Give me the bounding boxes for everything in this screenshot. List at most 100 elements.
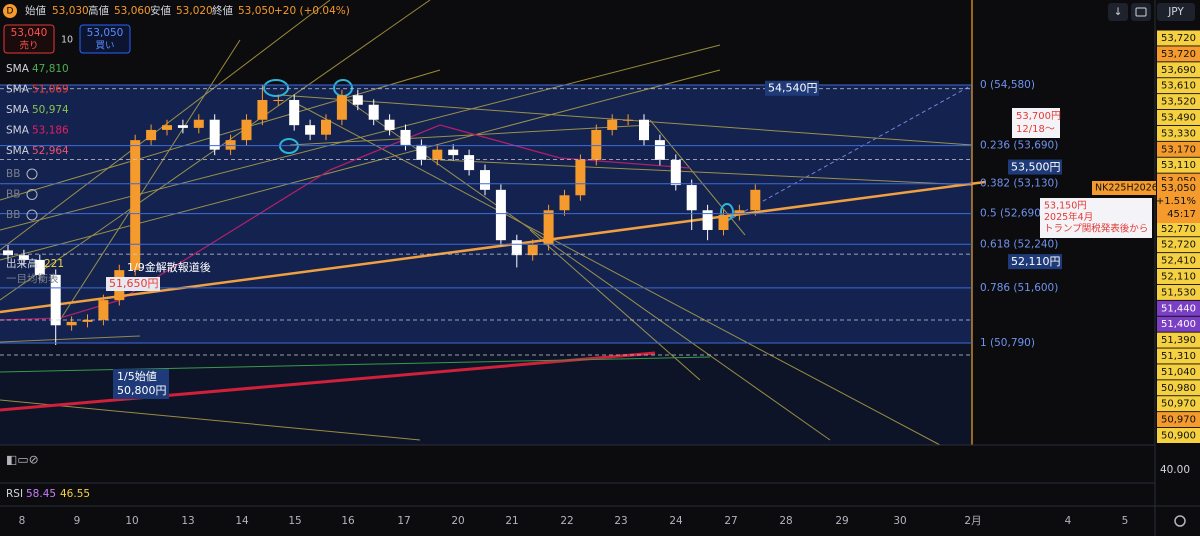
candle-body: [495, 189, 506, 241]
candle-body: [50, 274, 61, 326]
price-scale-label: 53,490: [1161, 113, 1196, 124]
x-tick-label: 20: [451, 515, 464, 527]
last-price-tag: [1157, 181, 1200, 223]
indicator-name: SMA: [6, 84, 30, 96]
indicator-name: SMA: [6, 125, 30, 137]
candle-body: [384, 119, 395, 130]
candle-body: [654, 140, 665, 160]
price-scale-box: [1157, 284, 1200, 300]
candle-body: [575, 159, 586, 196]
price-scale-box: [1157, 348, 1200, 364]
price-scale-label: 51,390: [1161, 335, 1196, 346]
x-tick-label: 8: [19, 515, 26, 527]
ichimoku-label: 一目均衡表: [6, 272, 59, 285]
price-line-box: [1008, 159, 1062, 175]
price-scale-box: [1157, 380, 1200, 396]
candle-body: [241, 119, 252, 141]
currency[interactable]: JPY: [1167, 6, 1184, 18]
sell-button[interactable]: [3, 24, 55, 54]
download-icon[interactable]: ↓: [1114, 6, 1123, 18]
x-tick-label: 15: [288, 515, 301, 527]
price-scale-label: 53,520: [1161, 97, 1196, 108]
sell-price[interactable]: 53,040: [11, 27, 48, 39]
fib-label: 0.618 (52,240): [980, 238, 1058, 250]
annotation: トランプ関税発表後から: [1044, 223, 1148, 235]
camera-icon[interactable]: [1135, 7, 1147, 17]
sell-label[interactable]: 売り: [19, 40, 38, 52]
annotation-box: [1040, 198, 1152, 238]
x-tick-label: 16: [341, 515, 355, 527]
price-scale-box: [1157, 364, 1200, 380]
x-tick-label: 2月: [964, 515, 981, 527]
rsi-level: 40.00: [1160, 464, 1190, 476]
candle-body: [177, 125, 188, 128]
price-scale-box: [1157, 94, 1200, 110]
quantity: 10: [61, 35, 73, 46]
candle-body: [448, 149, 459, 156]
price-scale-box: [1157, 332, 1200, 348]
buy-label[interactable]: 買い: [95, 41, 114, 52]
change: +20 (+0.04%): [274, 5, 350, 17]
candle-body: [527, 244, 538, 256]
last-price-price: 53,050: [1161, 183, 1196, 194]
volume-value: 221: [44, 258, 64, 270]
ma-line: [0, 351, 656, 412]
price-scale-box: [1157, 396, 1200, 412]
camera-button[interactable]: [1131, 3, 1151, 21]
price-scale-box: [1157, 110, 1200, 125]
last-price-symbol-box: [1092, 181, 1156, 195]
price-scale-label: 52,770: [1161, 224, 1196, 235]
annotation-box: [106, 277, 160, 291]
price-scale-label: 50,980: [1161, 383, 1196, 394]
indicator-value: 50,974: [32, 104, 69, 116]
last-price-change: +1.51%: [1156, 196, 1196, 207]
value: 53,060: [114, 5, 151, 17]
candle-body: [209, 119, 220, 150]
candle-body: [718, 215, 729, 230]
rsi-value: 58.45: [26, 488, 56, 500]
price-scale-box: [1157, 221, 1200, 237]
candle-body: [591, 129, 602, 160]
annotation: 51,650円: [109, 277, 159, 290]
candle-body: [352, 95, 363, 105]
x-tick-label: 28: [779, 515, 792, 527]
candle-body: [257, 99, 268, 120]
candle-body: [432, 149, 443, 160]
candle-body: [18, 255, 29, 260]
indicator-value: 47,810: [32, 63, 69, 75]
label: 高値: [88, 4, 109, 17]
annotation: 53,700円: [1016, 111, 1061, 122]
price-scale-label: 52,410: [1161, 256, 1196, 267]
settings-button[interactable]: [1174, 515, 1186, 527]
label: 終値: [212, 4, 233, 17]
price-line-box: [765, 80, 819, 96]
price-line-label: 53,500円: [1011, 161, 1061, 174]
x-tick-label: 13: [181, 515, 194, 527]
price-line-label: 52,110円: [1011, 255, 1061, 268]
annotation-box: [113, 369, 169, 399]
fib-label: 0.786 (51,600): [980, 282, 1058, 294]
download-button[interactable]: [1108, 3, 1128, 21]
candle-body: [146, 129, 157, 141]
annotation-box: [1012, 108, 1060, 138]
candle-body: [670, 159, 681, 186]
x-tick-label: 4: [1065, 515, 1072, 527]
x-tick-label: 30: [893, 515, 906, 527]
indicator-value: 52,964: [32, 145, 69, 157]
x-tick-label: 22: [560, 515, 573, 527]
price-scale-label: 53,720: [1161, 49, 1196, 60]
fan-line: [0, 335, 141, 343]
candle-body: [66, 321, 77, 326]
last-price-symbol: NK225H2026: [1095, 183, 1158, 194]
candle-body: [623, 119, 634, 121]
fib-label: 0.5 (52,690): [980, 208, 1045, 220]
price-scale-label: 52,110: [1161, 272, 1196, 283]
candle-body: [305, 125, 316, 135]
currency-button[interactable]: [1157, 3, 1195, 21]
candle-body: [321, 119, 331, 135]
buy-button[interactable]: [79, 24, 131, 54]
candle-body: [511, 240, 522, 256]
buy-price[interactable]: 53,050: [87, 27, 124, 39]
price-scale-box: [1157, 30, 1200, 46]
